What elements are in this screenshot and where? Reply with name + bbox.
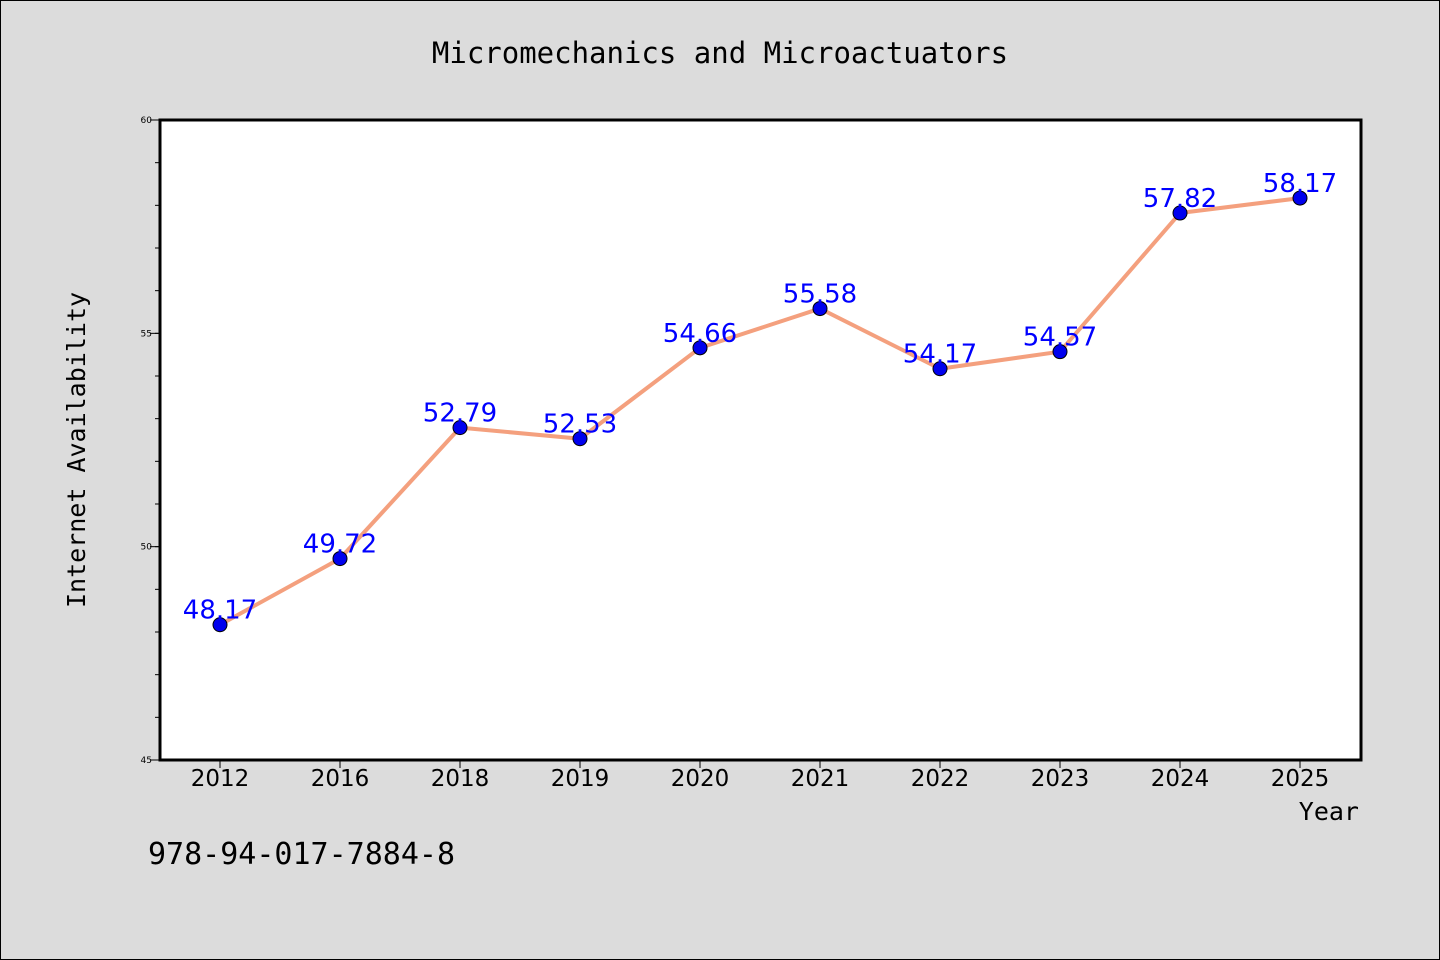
y-axis-ticks: 45 50 55 60 xyxy=(141,116,160,766)
data-point xyxy=(572,431,588,447)
x-tick-label: 2024 xyxy=(1151,766,1210,792)
data-label: 52.53 xyxy=(543,410,617,440)
data-label: 52.79 xyxy=(423,399,497,429)
data-label: 49.72 xyxy=(303,530,377,560)
data-point xyxy=(332,551,348,567)
y-axis-label: Internet Availability xyxy=(62,292,91,608)
chart-title: Micromechanics and Microactuators xyxy=(432,36,1008,70)
data-point xyxy=(212,617,228,633)
x-tick-label: 2019 xyxy=(551,766,610,792)
data-point xyxy=(1172,205,1188,221)
data-point xyxy=(812,301,828,317)
x-tick-label: 2012 xyxy=(191,766,250,792)
series-line xyxy=(218,196,1302,627)
plot-area xyxy=(158,118,1363,762)
x-axis-ticks: 2012 2016 2018 2019 2020 2021 2022 2023 2024 2025 xyxy=(191,760,1330,792)
data-point xyxy=(1292,190,1308,206)
data-label: 57.82 xyxy=(1143,184,1217,214)
y-tick-label: 45 xyxy=(141,756,152,766)
x-tick-label: 2020 xyxy=(671,766,730,792)
x-tick-label: 2016 xyxy=(311,766,370,792)
data-label: 55.58 xyxy=(783,280,857,310)
data-label: 54.17 xyxy=(903,340,977,370)
data-label: 54.66 xyxy=(663,319,737,349)
x-tick-label: 2023 xyxy=(1031,766,1090,792)
x-tick-label: 2021 xyxy=(791,766,850,792)
data-point xyxy=(692,340,708,356)
y-tick-label: 60 xyxy=(141,116,153,126)
x-axis-label: Year xyxy=(1299,797,1359,826)
x-tick-label: 2025 xyxy=(1271,766,1330,792)
y-tick-label: 55 xyxy=(141,329,152,339)
data-label: 58.17 xyxy=(1263,169,1337,199)
y-tick-label: 50 xyxy=(141,543,153,553)
x-tick-label: 2018 xyxy=(431,766,490,792)
data-point xyxy=(452,420,468,436)
footer-isbn: 978-94-017-7884-8 xyxy=(148,837,455,872)
data-label: 48.17 xyxy=(183,596,257,626)
data-point xyxy=(932,361,948,377)
series-layer: 48.17 49.72 52.79 52.53 54.66 55.58 54.17 54.57… xyxy=(183,169,1337,633)
data-label: 54.57 xyxy=(1023,323,1097,353)
data-point xyxy=(1052,344,1068,360)
x-tick-label: 2022 xyxy=(911,766,970,792)
